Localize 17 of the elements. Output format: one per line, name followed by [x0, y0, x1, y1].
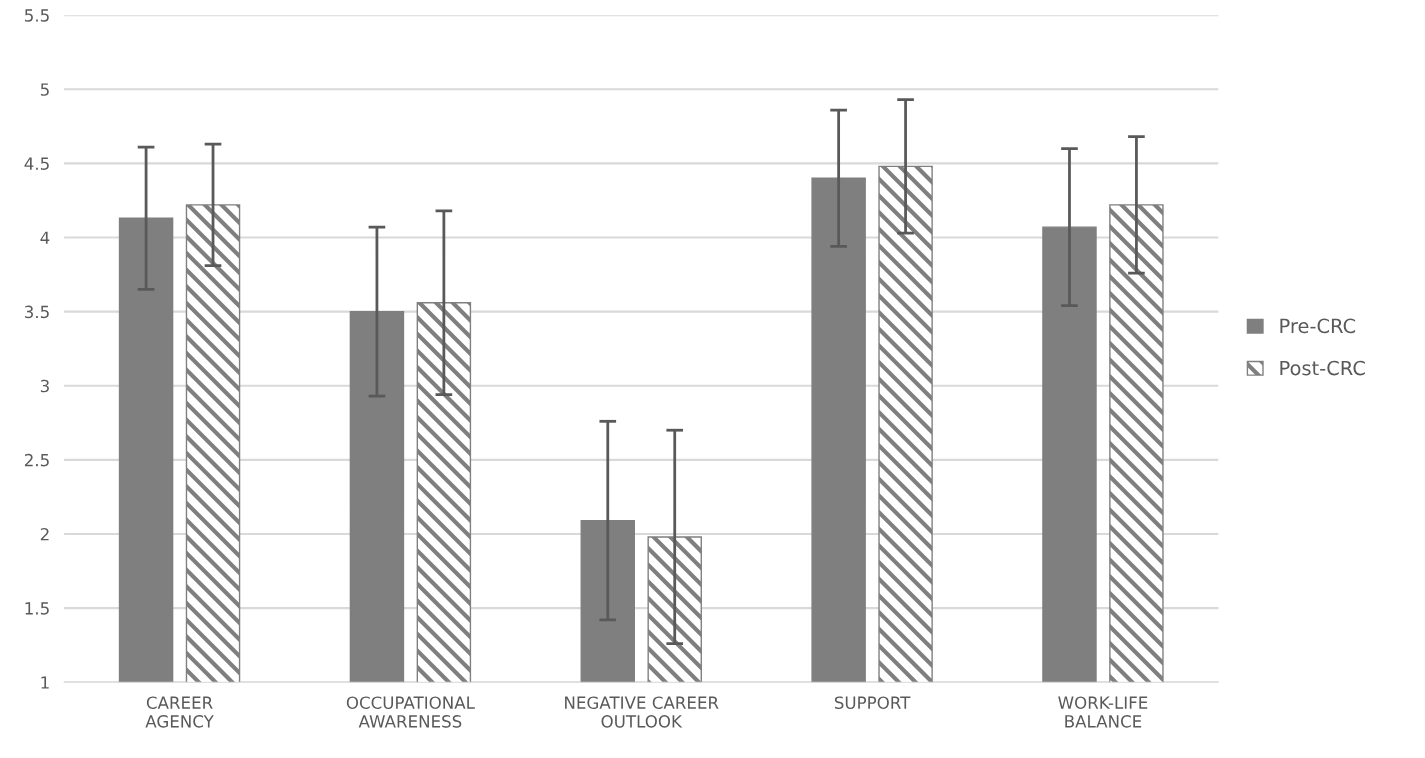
- y-tick-label: 2.5: [24, 453, 49, 467]
- x-tick-label: SUPPORT: [834, 696, 911, 709]
- y-tick-label: 4: [40, 231, 50, 244]
- legend-label: Pre-CRC: [1280, 318, 1356, 334]
- x-tick-label: CAREER AGENCY: [145, 696, 214, 728]
- x-tick-label: OCCUPATIONAL AWARENESS: [346, 696, 475, 728]
- legend-label: Post-CRC: [1280, 360, 1365, 376]
- y-tick-label: 2: [40, 527, 49, 541]
- y-tick-label: 5.5: [25, 9, 49, 22]
- y-tick-label: 4.5: [24, 157, 49, 170]
- y-tick-label: 3: [40, 379, 49, 393]
- y-tick-label: 5: [40, 83, 49, 96]
- y-tick-label: 1: [41, 676, 49, 689]
- x-tick-label: WORK-LIFE BALANCE: [1058, 696, 1148, 728]
- x-tick-label: NEGATIVE CAREER OUTLOOK: [565, 696, 719, 728]
- y-tick-label: 3.5: [25, 305, 49, 319]
- y-tick-label: 1.5: [25, 602, 49, 615]
